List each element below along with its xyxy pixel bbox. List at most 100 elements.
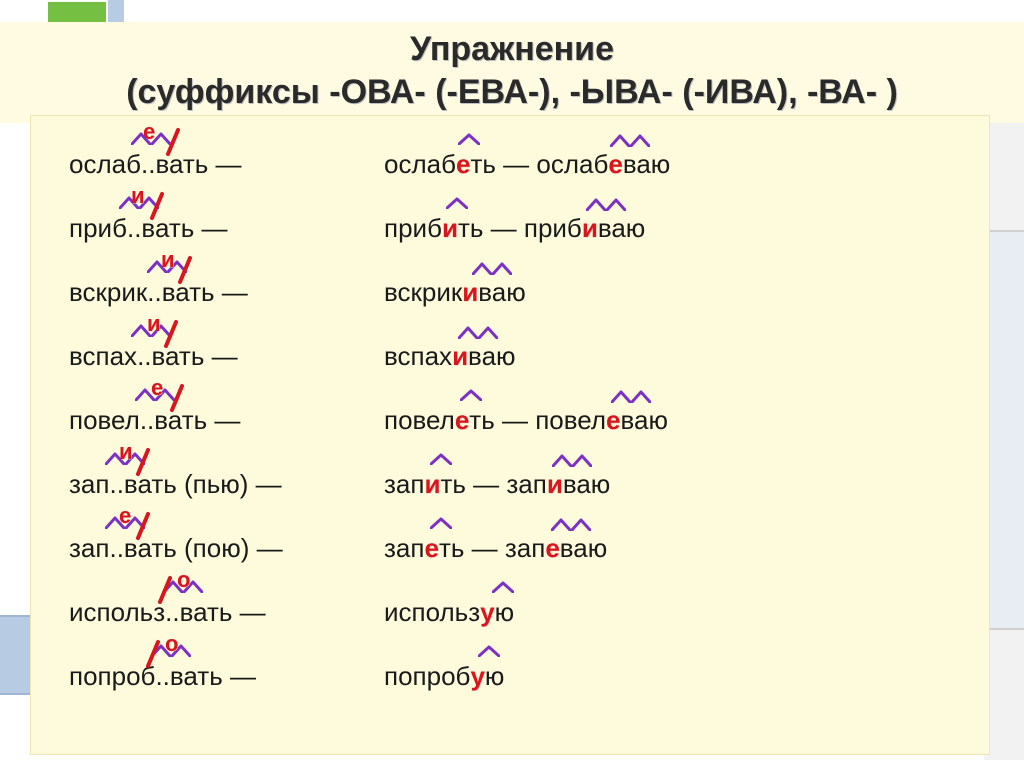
- left-gap-dots: ..: [137, 341, 151, 371]
- answer-highlight-vowel: е: [606, 405, 620, 435]
- exercise-row: зап..вать (пью) —изапить — запиваю: [69, 446, 969, 510]
- suffix-marker-icon: [586, 197, 626, 211]
- right-answer: вспахиваю: [374, 329, 969, 372]
- answer-pre: зап: [506, 469, 546, 499]
- left-word-suffix: вать —: [154, 405, 240, 435]
- answer-highlight-vowel: и: [547, 469, 563, 499]
- answer-suf: ваю: [598, 213, 645, 243]
- answer-suf: ю: [495, 597, 515, 627]
- answer-highlight-vowel: и: [462, 277, 478, 307]
- answer-suf: ть —: [470, 149, 536, 179]
- answer-pre: ослаб: [536, 149, 608, 179]
- right-answer: ослабеть — ослабеваю: [374, 137, 969, 180]
- right-answer: повелеть — повелеваю: [374, 393, 969, 436]
- answer-highlight-vowel: и: [442, 213, 458, 243]
- answer-pre: повел: [535, 405, 606, 435]
- right-answer: запить — запиваю: [374, 457, 969, 500]
- answer-pre: использ: [384, 597, 480, 627]
- left-gap-dots: ..: [109, 533, 123, 563]
- answer-suf: ваю: [621, 405, 668, 435]
- answer-highlight-vowel: и: [582, 213, 598, 243]
- answer-pre: попроб: [384, 661, 470, 691]
- answer-suf: ю: [485, 661, 505, 691]
- answer-highlight-vowel: и: [424, 469, 440, 499]
- left-gap-dots: ..: [147, 277, 161, 307]
- answer-highlight-vowel: е: [455, 405, 469, 435]
- answer-pre: вскрик: [384, 277, 462, 307]
- answer-suf: ть —: [440, 469, 506, 499]
- answer-word: вспахиваю: [384, 341, 516, 371]
- answer-pre: повел: [384, 405, 455, 435]
- answer-suf: ваю: [468, 341, 515, 371]
- right-answer: попробую: [374, 649, 969, 692]
- answer-pre: вспах: [384, 341, 452, 371]
- left-word: зап..вать (пью) —и: [69, 457, 374, 500]
- inserted-vowel: о: [165, 631, 178, 657]
- suffix-marker-icon: [611, 389, 651, 403]
- left-word: вспах..вать —и: [69, 329, 374, 372]
- answer-suf: ваю: [563, 469, 610, 499]
- left-word-suffix: вать (пою) —: [124, 533, 283, 563]
- suffix-marker-icon: [460, 389, 482, 401]
- answer-highlight-vowel: у: [470, 661, 484, 691]
- exercise-row: использ..вать —о использую: [69, 574, 969, 638]
- answer-word: запеть —: [384, 533, 505, 563]
- right-answer: прибить — прибиваю: [374, 201, 969, 244]
- left-word: зап..вать (пою) —е: [69, 521, 374, 564]
- suffix-marker-icon: [458, 325, 498, 339]
- inserted-vowel: и: [161, 247, 175, 273]
- slide-title: Упражнение (суффиксы -ОВА- (-ЕВА-), -ЫВА…: [10, 28, 1014, 113]
- exercise-row: ослаб..вать —еослабеть — ослабеваю: [69, 126, 969, 190]
- right-answer: использую: [374, 585, 969, 628]
- inserted-vowel: и: [147, 311, 161, 337]
- answer-pre: зап: [384, 469, 424, 499]
- exercise-row: вспах..вать —и вспахиваю: [69, 318, 969, 382]
- left-word-text: использ: [69, 597, 165, 627]
- left-word: вскрик..вать —и: [69, 265, 374, 308]
- answer-word: повелеть —: [384, 405, 535, 435]
- exercise-row: зап..вать (пою) —езапеть — запеваю: [69, 510, 969, 574]
- answer-pre: зап: [384, 533, 424, 563]
- suffix-marker-icon: [472, 261, 512, 275]
- exercise-stage: ослаб..вать —еослабеть — ослабеваюприб..…: [30, 115, 990, 755]
- answer-pre: ослаб: [384, 149, 456, 179]
- answer-pre: зап: [505, 533, 545, 563]
- left-word-suffix: вать —: [152, 341, 238, 371]
- suffix-marker-icon: [430, 517, 452, 529]
- left-word-suffix: вать —: [170, 661, 256, 691]
- left-word-suffix: вать —: [155, 149, 241, 179]
- left-gap-dots: ..: [165, 597, 179, 627]
- exercise-row: приб..вать —иприбить — прибиваю: [69, 190, 969, 254]
- answer-highlight-vowel: е: [456, 149, 470, 179]
- left-word-text: ослаб: [69, 149, 141, 179]
- right-answer: запеть — запеваю: [374, 521, 969, 564]
- left-word: использ..вать —о: [69, 585, 374, 628]
- inserted-vowel: о: [177, 567, 190, 593]
- exercise-row: повел..вать —еповелеть — повелеваю: [69, 382, 969, 446]
- left-word-text: попроб: [69, 661, 155, 691]
- left-gap-dots: ..: [109, 469, 123, 499]
- answer-suf: ваю: [623, 149, 670, 179]
- answer-word: запиваю: [506, 469, 610, 499]
- left-word-suffix: вать —: [162, 277, 248, 307]
- suffix-marker-icon: [458, 133, 480, 145]
- answer-suf: ваю: [560, 533, 607, 563]
- left-word: повел..вать —е: [69, 393, 374, 436]
- answer-word: попробую: [384, 661, 504, 691]
- suffix-marker-icon: [446, 197, 468, 209]
- suffix-marker-icon: [430, 453, 452, 465]
- inserted-vowel: е: [143, 119, 155, 145]
- left-word-text: зап: [69, 533, 109, 563]
- left-word-suffix: вать —: [141, 213, 227, 243]
- answer-word: запеваю: [505, 533, 607, 563]
- inserted-vowel: е: [151, 375, 163, 401]
- answer-pre: приб: [384, 213, 442, 243]
- left-word-text: вскрик: [69, 277, 147, 307]
- left-word-text: вспах: [69, 341, 137, 371]
- answer-word: использую: [384, 597, 514, 627]
- inserted-vowel: и: [119, 439, 133, 465]
- exercise-row: попроб..вать —опопробую: [69, 638, 969, 702]
- left-word: ослаб..вать —е: [69, 137, 374, 180]
- slide-title-band: Упражнение (суффиксы -ОВА- (-ЕВА-), -ЫВА…: [0, 22, 1024, 123]
- answer-highlight-vowel: е: [608, 149, 622, 179]
